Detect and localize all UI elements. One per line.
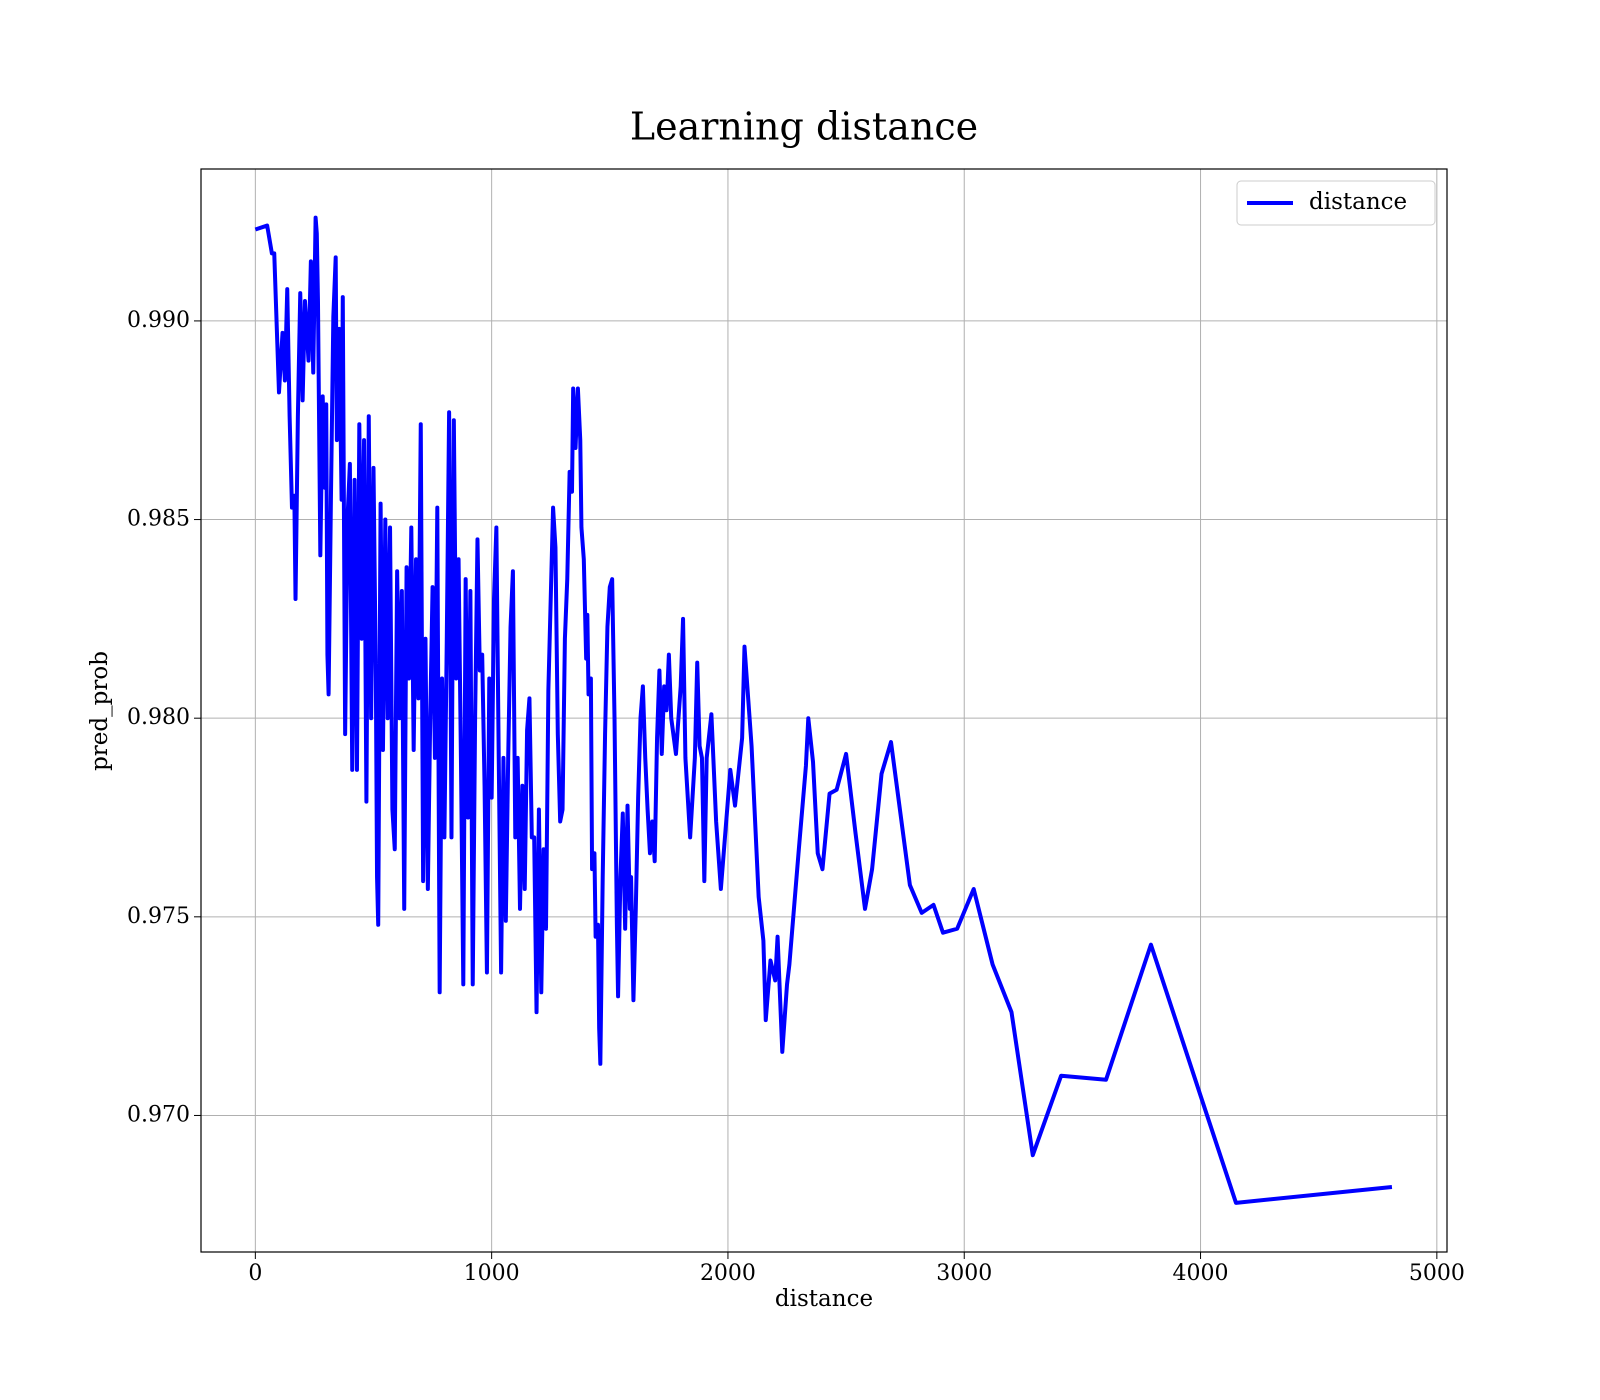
y-tick-label: 0.985 xyxy=(127,507,190,532)
x-tick-label: 0 xyxy=(248,1261,262,1286)
x-tick-label: 4000 xyxy=(1173,1261,1229,1286)
x-tick-label: 3000 xyxy=(936,1261,992,1286)
legend-box xyxy=(1236,180,1436,226)
y-tick-label: 0.975 xyxy=(127,904,190,929)
y-tick-label: 0.970 xyxy=(127,1102,190,1127)
legend-label: distance xyxy=(1309,189,1407,215)
x-tick-label: 1000 xyxy=(464,1261,520,1286)
x-tick-label: 5000 xyxy=(1409,1261,1465,1286)
y-tick-label: 0.990 xyxy=(127,308,190,333)
data-line xyxy=(254,215,1393,1205)
x-tick-label: 2000 xyxy=(700,1261,756,1286)
y-axis-label: pred_prob xyxy=(87,651,113,771)
chart-title: Learning distance xyxy=(630,105,978,149)
plot-frame xyxy=(200,168,1448,1253)
x-axis-label: distance xyxy=(775,1286,873,1312)
y-tick-label: 0.980 xyxy=(127,705,190,730)
